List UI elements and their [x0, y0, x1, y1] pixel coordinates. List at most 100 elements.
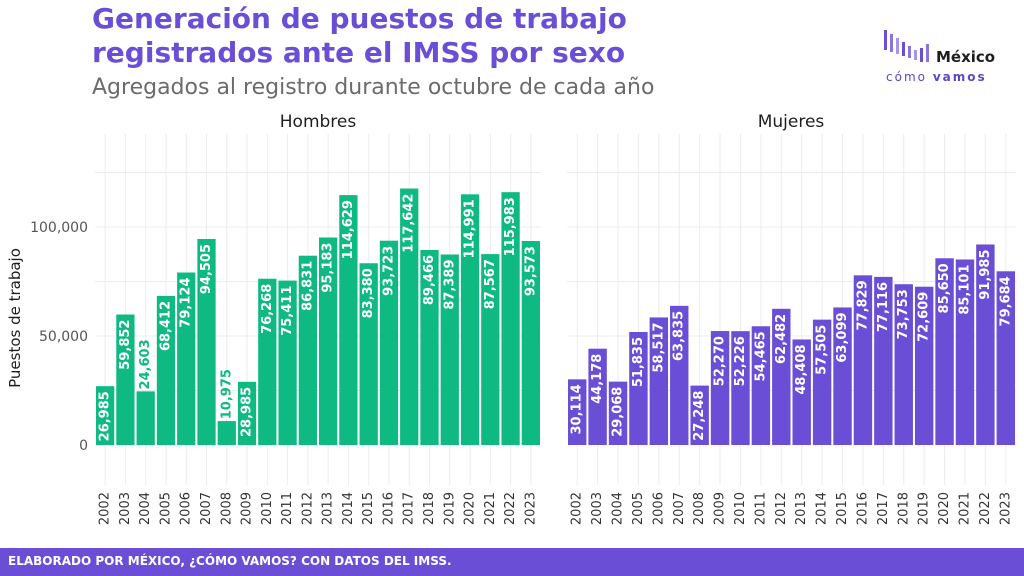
x-tick-label-mujeres-2006: 2006 [651, 492, 666, 525]
bar-hombres-2007 [197, 238, 216, 445]
data-label-mujeres-2002: 30,114 [570, 384, 585, 434]
bar-mujeres-2019 [914, 286, 934, 445]
x-tick-label-mujeres-2015: 2015 [835, 492, 850, 525]
bar-mujeres-2018 [894, 284, 913, 445]
mexico-como-vamos-logo: México cómo vamos [878, 24, 1018, 90]
x-tick-label-mujeres-2016: 2016 [855, 492, 870, 525]
chart-title: Generación de puestos de trabajo registr… [92, 2, 627, 70]
panel-title-mujeres: Mujeres [758, 112, 825, 132]
bar-mujeres-2006 [649, 317, 669, 445]
bar-mujeres-2023 [996, 271, 1015, 445]
bar-hombres-2023 [521, 241, 540, 445]
panel-title-hombres: Hombres [280, 112, 357, 132]
data-label-mujeres-2008: 27,248 [692, 391, 707, 441]
x-tick-label-mujeres-2008: 2008 [692, 492, 707, 525]
bar-mujeres-2008 [690, 385, 709, 445]
data-label-hombres-2014: 114,629 [341, 200, 356, 259]
logo-bars-icon [884, 30, 929, 62]
bar-hombres-2011 [278, 280, 297, 445]
x-tick-label-hombres-2020: 2020 [463, 492, 478, 525]
x-tick-label-mujeres-2005: 2005 [631, 492, 646, 525]
x-tick-label-hombres-2012: 2012 [300, 492, 315, 525]
data-label-hombres-2020: 114,991 [463, 199, 478, 258]
data-label-mujeres-2017: 77,116 [876, 282, 891, 332]
x-tick-label-mujeres-2004: 2004 [611, 492, 626, 525]
chart-subtitle: Agregados al registro durante octubre de… [92, 75, 655, 100]
x-tick-label-hombres-2022: 2022 [503, 492, 518, 525]
data-label-hombres-2003: 59,852 [118, 320, 133, 370]
bar-mujeres-2020 [935, 258, 954, 445]
data-label-hombres-2022: 115,983 [503, 197, 518, 256]
bar-hombres-2015 [359, 263, 378, 445]
x-tick-label-mujeres-2002: 2002 [570, 492, 585, 525]
x-tick-label-mujeres-2021: 2021 [957, 492, 972, 525]
data-label-mujeres-2007: 63,835 [672, 311, 687, 361]
bar-hombres-2016 [379, 240, 399, 445]
x-tick-label-mujeres-2009: 2009 [713, 492, 728, 525]
data-label-mujeres-2011: 54,465 [753, 331, 768, 381]
x-tick-label-hombres-2017: 2017 [402, 492, 417, 525]
bar-mujeres-2021 [955, 259, 975, 445]
bar-mujeres-2005 [629, 331, 648, 445]
bar-mujeres-2017 [874, 276, 893, 445]
data-label-mujeres-2003: 44,178 [590, 354, 605, 404]
y-tick-label: 0 [79, 438, 88, 454]
bar-hombres-2006 [177, 272, 196, 445]
x-tick-label-hombres-2014: 2014 [341, 492, 356, 525]
bar-mujeres-2011 [751, 326, 771, 445]
data-label-hombres-2021: 87,567 [483, 259, 498, 309]
bar-mujeres-2012 [772, 308, 791, 445]
bar-mujeres-2003 [588, 348, 607, 445]
data-label-mujeres-2022: 91,985 [978, 249, 993, 299]
data-label-mujeres-2006: 58,517 [651, 322, 666, 372]
x-tick-label-hombres-2010: 2010 [260, 492, 275, 525]
data-label-mujeres-2010: 52,226 [733, 336, 748, 386]
logo-name: México [936, 48, 996, 66]
data-label-hombres-2011: 75,411 [280, 286, 295, 336]
bar-hombres-2018 [420, 249, 439, 445]
data-label-hombres-2017: 117,642 [402, 194, 417, 253]
bar-mujeres-2009 [710, 331, 730, 445]
data-label-mujeres-2009: 52,270 [713, 336, 728, 386]
x-tick-label-mujeres-2003: 2003 [590, 492, 605, 525]
data-label-mujeres-2004: 29,068 [611, 387, 626, 437]
y-axis-label: Puestos de trabajo [6, 248, 24, 388]
x-tick-label-mujeres-2011: 2011 [753, 492, 768, 525]
x-tick-label-hombres-2007: 2007 [199, 492, 214, 525]
x-tick-label-hombres-2006: 2006 [179, 492, 194, 525]
x-tick-label-hombres-2018: 2018 [422, 492, 437, 525]
bar-hombres-2017 [400, 188, 419, 445]
data-label-hombres-2019: 87,389 [442, 259, 457, 309]
x-tick-label-hombres-2003: 2003 [118, 492, 133, 525]
bar-hombres-2010 [258, 278, 277, 445]
bar-mujeres-2015 [833, 307, 852, 445]
bar-hombres-2021 [481, 254, 500, 445]
data-label-mujeres-2005: 51,835 [631, 337, 646, 387]
data-label-hombres-2002: 26,985 [98, 391, 113, 441]
x-tick-label-hombres-2008: 2008 [219, 492, 234, 525]
logo-tag-light: cómo [886, 70, 927, 84]
x-tick-label-mujeres-2014: 2014 [815, 492, 830, 525]
x-tick-label-mujeres-2017: 2017 [876, 492, 891, 525]
x-tick-label-hombres-2013: 2013 [321, 492, 336, 525]
data-label-hombres-2005: 68,412 [158, 301, 173, 351]
data-label-mujeres-2012: 62,482 [774, 314, 789, 364]
bar-chart: Puestos de trabajo 0 50,000 100,000 Hombres 2… [6, 112, 1016, 525]
x-tick-label-mujeres-2018: 2018 [896, 492, 911, 525]
data-label-hombres-2010: 76,268 [260, 284, 275, 334]
x-tick-label-hombres-2023: 2023 [523, 492, 538, 525]
y-tick-label: 100,000 [30, 220, 88, 236]
title-line-1: Generación de puestos de trabajo [92, 2, 627, 35]
bar-mujeres-2010 [731, 331, 750, 445]
x-tick-label-mujeres-2019: 2019 [917, 492, 932, 525]
x-tick-label-hombres-2019: 2019 [442, 492, 457, 525]
data-label-hombres-2006: 79,124 [179, 278, 194, 328]
bar-mujeres-2013 [792, 339, 811, 445]
data-label-hombres-2009: 28,985 [240, 387, 255, 437]
bar-hombres-2002 [96, 386, 115, 445]
bar-mujeres-2016 [853, 275, 873, 445]
x-tick-label-mujeres-2010: 2010 [733, 492, 748, 525]
data-label-hombres-2023: 93,573 [523, 246, 538, 296]
bar-hombres-2022 [501, 192, 520, 445]
bar-mujeres-2014 [812, 319, 832, 445]
